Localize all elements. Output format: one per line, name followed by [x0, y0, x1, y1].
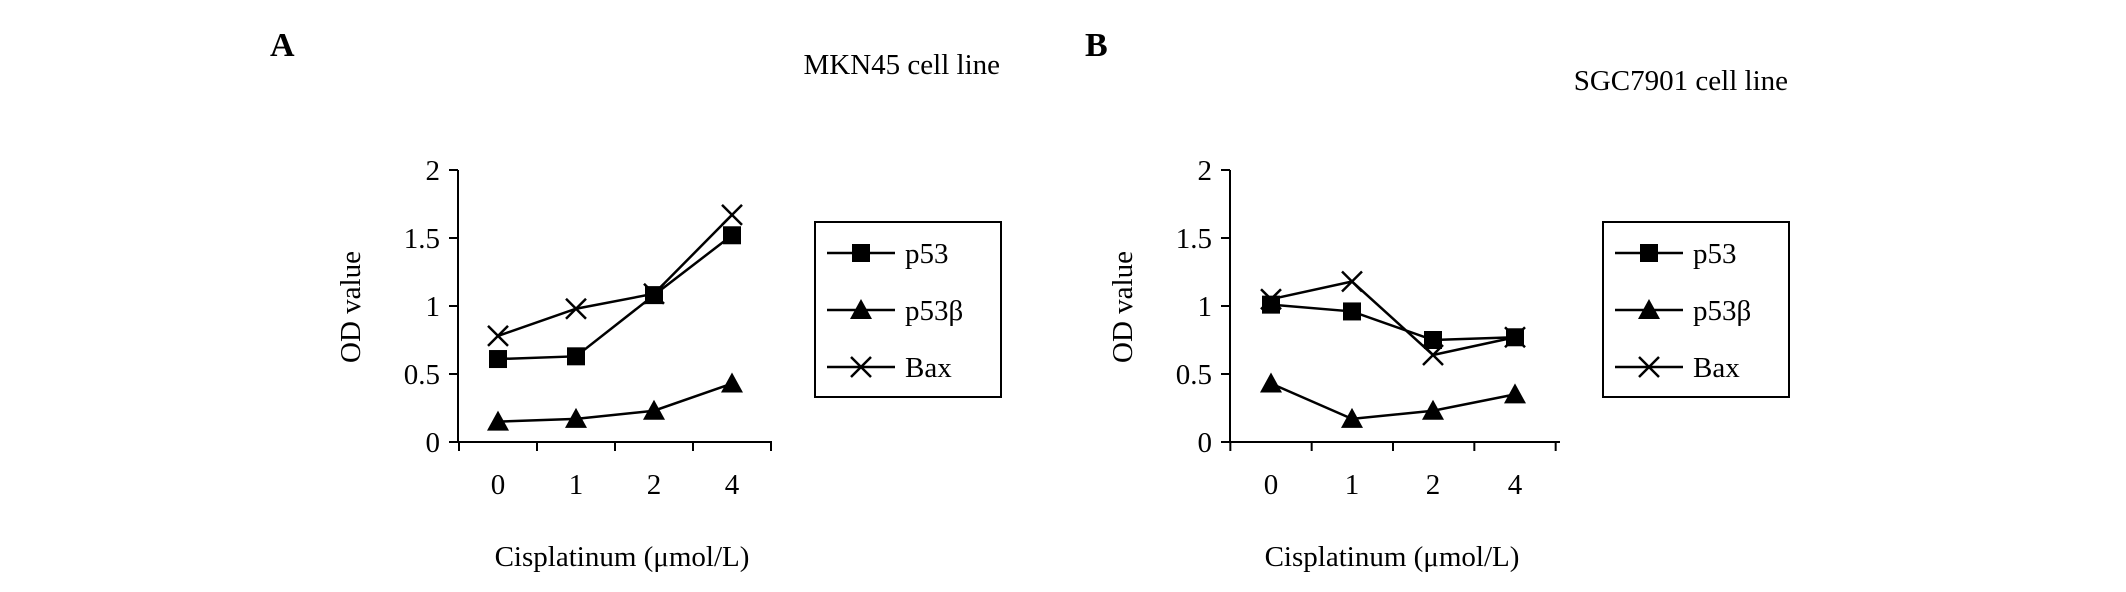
x-marker-stroke [565, 297, 587, 320]
x-tick-label: 1 [1345, 469, 1360, 501]
panel-a: A MKN45 cell line OD value Cisplatinum (… [270, 27, 1002, 573]
x-tick-label: 0 [1264, 469, 1279, 501]
y-axis-label: OD value [335, 251, 367, 363]
series-line [1270, 303, 1516, 342]
legend-marker [852, 244, 870, 262]
x-tick-label: 2 [1426, 469, 1441, 501]
x-marker-stroke [643, 282, 665, 305]
data-point [643, 399, 665, 420]
legend-label: p53 [1693, 238, 1737, 270]
plot-area: 0 0.5 1 1.5 2 0 1 2 4 [404, 155, 772, 501]
x-marker-stroke [850, 356, 872, 378]
data-point [1260, 288, 1282, 311]
x-marker-stroke [1260, 288, 1282, 311]
legend-marker [1640, 244, 1658, 262]
y-tick-label: 0 [1198, 427, 1213, 459]
legend-label: Bax [905, 352, 952, 384]
y-axis-label: OD value [1107, 251, 1139, 363]
legend-label: p53β [1693, 295, 1751, 327]
data-point [565, 407, 587, 428]
x-marker-stroke [721, 203, 743, 226]
data-point [1260, 372, 1282, 393]
legend-label: p53 [905, 238, 949, 270]
data-point [1422, 399, 1444, 420]
chart-title: MKN45 cell line [803, 49, 1000, 81]
x-tick-label: 2 [647, 469, 662, 501]
x-axis-label: Cisplatinum (μmol/L) [1265, 541, 1520, 573]
x-tick-label: 1 [569, 469, 584, 501]
data-point [565, 297, 587, 320]
data-point [721, 372, 743, 393]
series-line [1270, 382, 1516, 421]
series-line [497, 214, 733, 338]
data-point [721, 203, 743, 226]
data-point [1504, 326, 1526, 349]
legend-marker [850, 356, 872, 378]
legend-marker [1638, 299, 1660, 319]
legend: p53 p53β Bax [1602, 221, 1790, 398]
x-axis-label: Cisplatinum (μmol/L) [495, 541, 750, 573]
data-point [1341, 270, 1363, 293]
y-tick-label: 1 [426, 291, 441, 323]
data-point [1343, 302, 1361, 321]
series-line [497, 382, 733, 423]
data-point [567, 347, 585, 366]
y-tick-label: 1.5 [1176, 223, 1212, 255]
data-point [1424, 331, 1442, 349]
series-line [1270, 280, 1516, 357]
data-point [489, 350, 507, 369]
series-line [497, 234, 733, 361]
x-tick-label: 4 [725, 469, 740, 501]
legend-label: Bax [1693, 352, 1740, 384]
data-point [1262, 295, 1280, 314]
x-marker-stroke [1638, 356, 1660, 378]
legend: p53 p53β Bax [814, 221, 1002, 398]
data-point [487, 410, 509, 431]
x-marker-stroke [487, 325, 509, 347]
legend-label: p53β [905, 295, 963, 327]
y-tick-label: 1 [1198, 291, 1213, 323]
panel-label: A [270, 27, 295, 64]
data-point [487, 325, 509, 347]
data-point [643, 282, 665, 305]
y-tick-label: 2 [426, 155, 441, 187]
x-tick-label: 0 [491, 469, 506, 501]
legend-marker [1638, 356, 1660, 378]
y-tick-label: 0.5 [1176, 359, 1212, 391]
x-tick-label: 4 [1508, 469, 1523, 501]
x-marker-stroke [1341, 270, 1363, 293]
panel-label: B [1085, 27, 1108, 64]
y-tick-label: 0 [426, 427, 441, 459]
y-tick-label: 2 [1198, 155, 1213, 187]
legend-marker [850, 299, 872, 319]
data-point [1422, 344, 1444, 366]
data-point [1504, 383, 1526, 404]
data-point [723, 226, 741, 245]
y-tick-label: 0.5 [404, 359, 440, 391]
chart-title: SGC7901 cell line [1574, 65, 1788, 97]
plot-area: 0 0.5 1 1.5 2 0 1 2 4 [1176, 155, 1560, 501]
panel-b: B SGC7901 cell line OD value Cisplatinum… [1085, 27, 1790, 573]
data-point [1341, 407, 1363, 428]
x-marker-stroke [1422, 344, 1444, 366]
x-marker-stroke [1504, 326, 1526, 349]
y-tick-label: 1.5 [404, 223, 440, 255]
